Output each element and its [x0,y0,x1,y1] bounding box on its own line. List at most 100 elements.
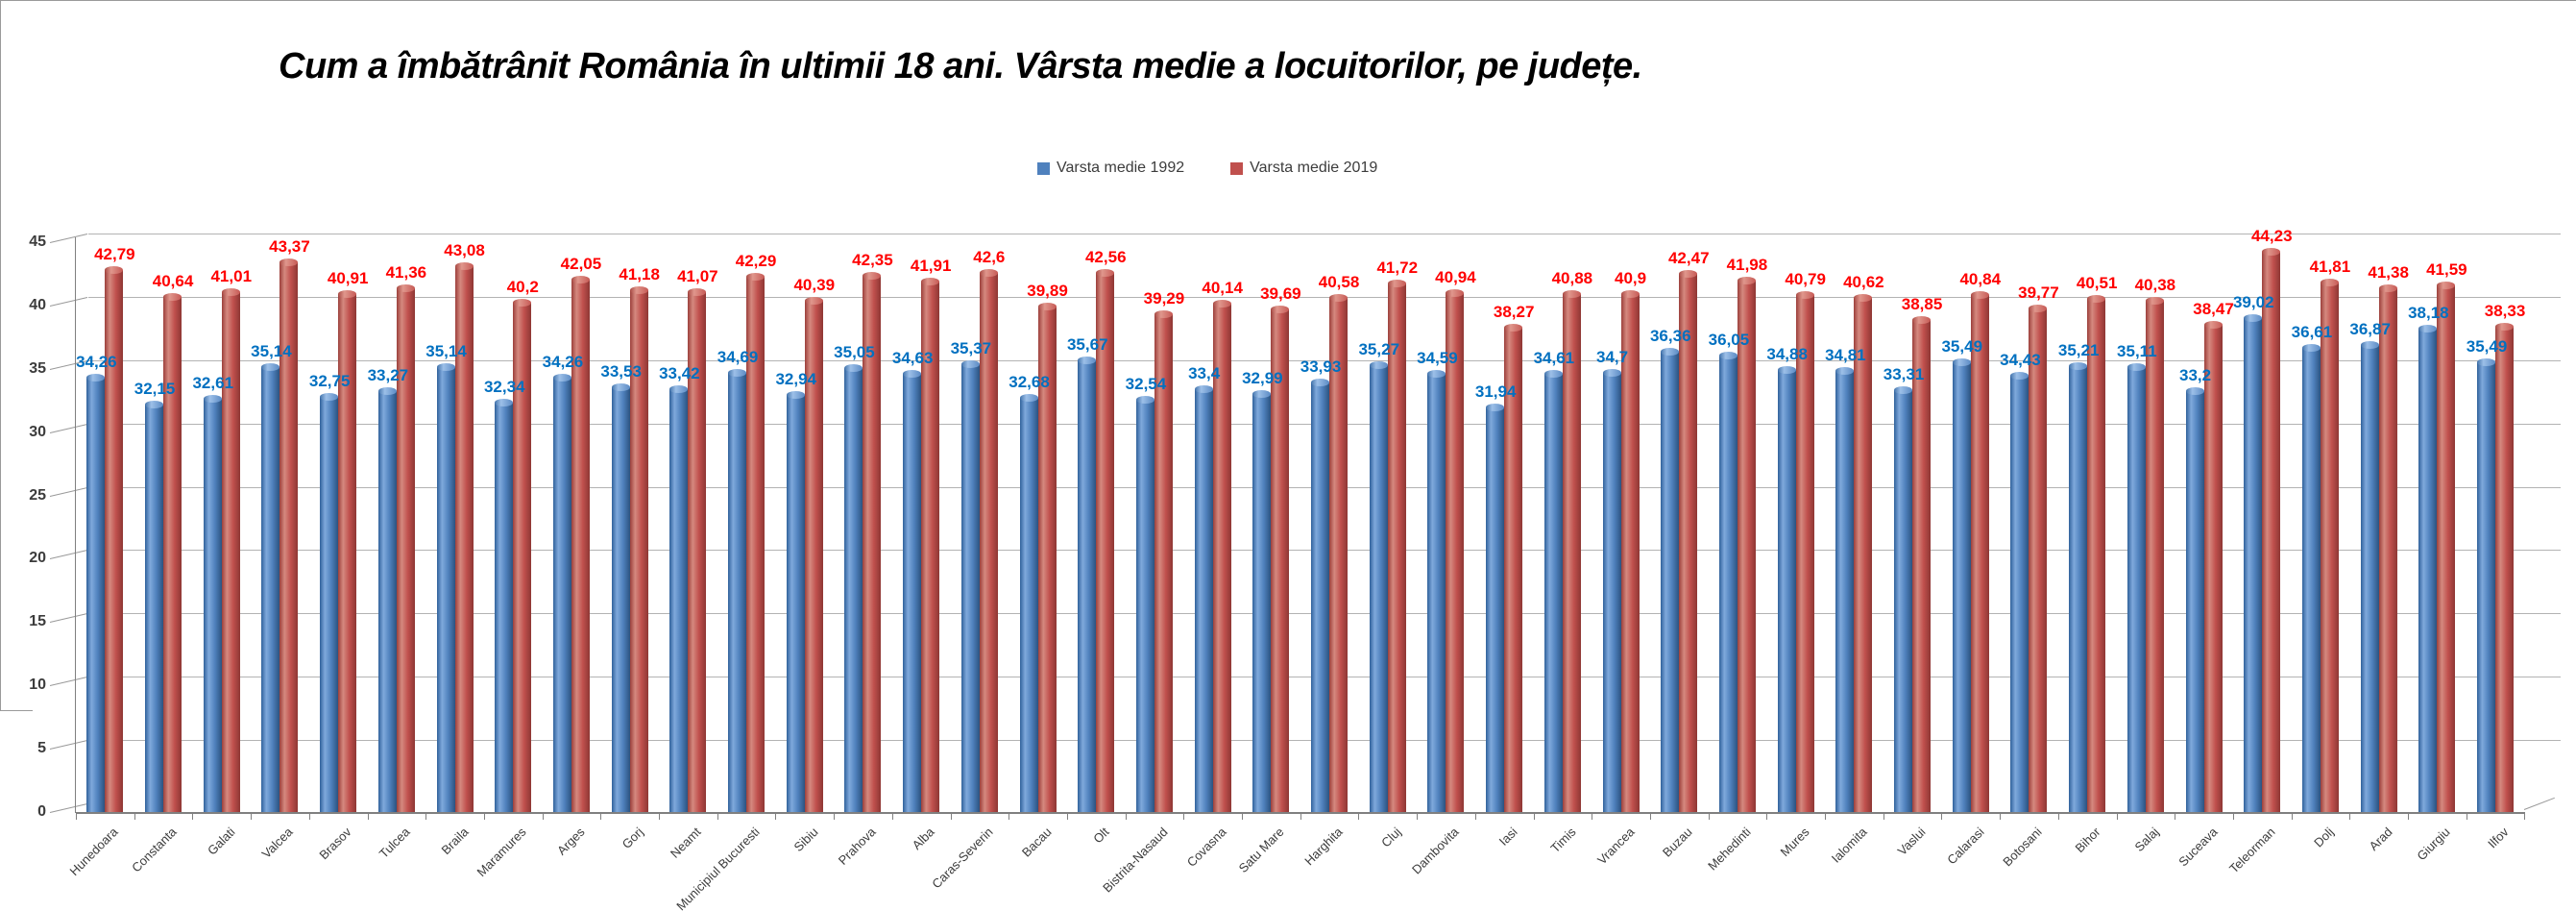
value-label-1992: 34,63 [891,348,934,367]
bar-cap-icon [1486,404,1505,412]
value-label-1992: 34,26 [76,353,117,372]
x-axis-tick [1066,813,1068,820]
bar-2019 [979,268,998,812]
bar-cap-icon [495,398,514,406]
y-axis-label: 15 [29,613,46,630]
bar-cap-icon [1970,290,1989,299]
bar-cap-icon [2418,324,2438,332]
bar-1992 [377,386,397,812]
value-label-2019: 40,84 [1959,269,2002,288]
bar-cap-icon [221,288,240,297]
bar-cap-icon [203,395,222,404]
value-label-1992: 35,14 [251,341,292,360]
bar-1992 [1135,396,1154,812]
bar-2019 [1271,305,1290,812]
bar-cap-icon [1446,289,1465,298]
bar-2019 [1795,291,1814,812]
value-label-2019: 40,91 [327,268,369,287]
y-axis-label: 30 [29,423,46,440]
bar-2019 [629,286,648,812]
x-axis-tick [1183,813,1185,820]
bar-cap-icon [2477,358,2496,367]
bar-1992 [2360,341,2379,812]
value-label-1992: 31,94 [1474,382,1517,402]
value-label-2019: 43,08 [444,241,485,260]
x-axis-tick [659,813,660,820]
floor-edge-line [2524,797,2556,810]
value-label-2019: 41,18 [619,265,660,284]
bar-cap-icon [454,262,474,271]
value-label-1992: 39,02 [2232,292,2274,311]
bar-1992 [903,369,922,812]
value-label-1992: 32,99 [1242,369,1283,388]
bar-2019 [1387,280,1406,812]
bar-cap-icon [86,374,106,382]
bar-1992 [1369,361,1388,812]
x-axis-tick [600,813,602,820]
bar-cap-icon [786,390,805,399]
bar-cap-icon [1369,361,1388,370]
bar-1992 [2418,324,2438,812]
bar-cap-icon [1543,369,1563,378]
bar-1992 [320,393,339,812]
bar-cap-icon [1019,394,1038,403]
value-label-2019: 40,38 [2134,275,2176,294]
value-label-2019: 42,47 [1667,249,1710,268]
value-label-2019: 40,64 [152,272,194,291]
bar-cap-icon [1252,390,1272,399]
value-label-2019: 40,2 [506,278,539,297]
bar-cap-icon [1194,384,1213,393]
bar-1992 [261,362,280,812]
value-label-1992: 35,27 [1358,340,1400,359]
bar-2019 [279,259,299,812]
value-label-2019: 42,79 [94,245,135,264]
bar-2019 [746,272,766,812]
bar-cap-icon [377,386,397,395]
value-label-1992: 34,26 [542,353,584,372]
y-axis-label: 20 [29,550,46,567]
legend: Varsta medie 1992 Varsta medie 2019 [1037,160,1377,177]
value-label-1992: 32,61 [192,374,234,393]
y-tick-connector-icon [49,740,88,751]
x-axis-tick [134,813,135,820]
bar-cap-icon [2301,344,2321,353]
x-axis-tick [1649,813,1651,820]
value-label-1992: 34,61 [1533,348,1575,367]
bar-1992 [669,384,689,812]
y-tick-connector-icon [49,486,88,497]
bar-cap-icon [1329,294,1349,303]
value-label-2019: 41,38 [2368,262,2409,282]
bar-1992 [1661,347,1680,812]
value-label-1992: 32,15 [134,380,176,399]
value-label-2019: 40,14 [1202,278,1243,297]
bar-cap-icon [145,401,164,409]
value-label-2019: 40,94 [1435,268,1476,287]
bar-cap-icon [2087,295,2106,304]
x-axis-tick [251,813,253,820]
bar-1992 [2301,344,2321,812]
bar-cap-icon [320,393,339,402]
bar-cap-icon [1912,315,1932,324]
bar-1992 [2126,363,2146,812]
bar-2019 [163,293,182,812]
value-label-2019: 38,85 [1901,294,1943,313]
bar-cap-icon [2029,304,2048,312]
y-tick-connector-icon [49,233,88,243]
x-axis-tick [308,813,310,820]
bar-2019 [454,262,474,812]
bar-cap-icon [903,369,922,378]
legend-item-1992: Varsta medie 1992 [1037,160,1184,177]
bar-1992 [203,395,222,812]
y-tick-connector-icon [49,296,88,307]
bar-cap-icon [1096,269,1115,278]
y-axis-label: 10 [29,677,46,694]
bar-1992 [1311,378,1330,812]
bar-cap-icon [1562,290,1581,299]
value-label-1992: 35,49 [2466,337,2508,357]
value-label-1992: 36,61 [2291,323,2333,342]
bar-cap-icon [1894,385,1913,394]
bar-2019 [105,266,124,812]
value-label-2019: 41,72 [1376,259,1419,278]
bar-cap-icon [844,364,863,373]
bar-cap-icon [1427,370,1446,379]
